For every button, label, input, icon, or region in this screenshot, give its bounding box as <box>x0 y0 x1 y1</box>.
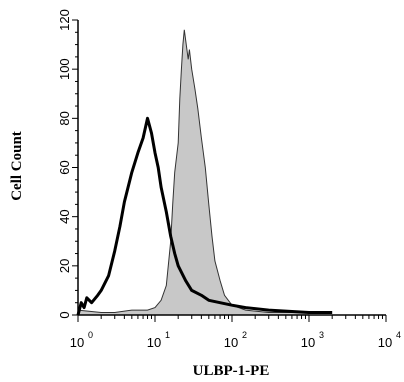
x-tick-exponent: 4 <box>396 330 401 340</box>
x-tick-exponent: 3 <box>319 330 324 340</box>
gray-histogram-fill <box>78 29 309 316</box>
y-tick-label: 20 <box>57 259 72 273</box>
y-tick-label: 0 <box>57 311 72 318</box>
y-tick-label: 120 <box>57 9 72 31</box>
x-tick-exponent: 2 <box>242 330 247 340</box>
y-axis-title: Cell Count <box>9 131 25 201</box>
x-tick-exponent: 0 <box>88 330 93 340</box>
y-tick-label: 100 <box>57 58 72 80</box>
x-tick-label: 10 <box>70 335 84 350</box>
black-histogram-line <box>76 116 333 316</box>
x-tick-label: 10 <box>378 335 392 350</box>
gray-histogram-outline <box>77 29 309 313</box>
y-tick-label: 80 <box>57 111 72 125</box>
x-tick-label: 10 <box>224 335 238 350</box>
x-tick-label: 10 <box>301 335 315 350</box>
x-axis-title: ULBP-1-PE <box>193 363 270 379</box>
plot-area <box>76 29 333 316</box>
x-tick-exponent: 1 <box>165 330 170 340</box>
y-tick-label: 60 <box>57 160 72 174</box>
x-tick-label: 10 <box>147 335 161 350</box>
y-tick-label: 40 <box>57 209 72 223</box>
